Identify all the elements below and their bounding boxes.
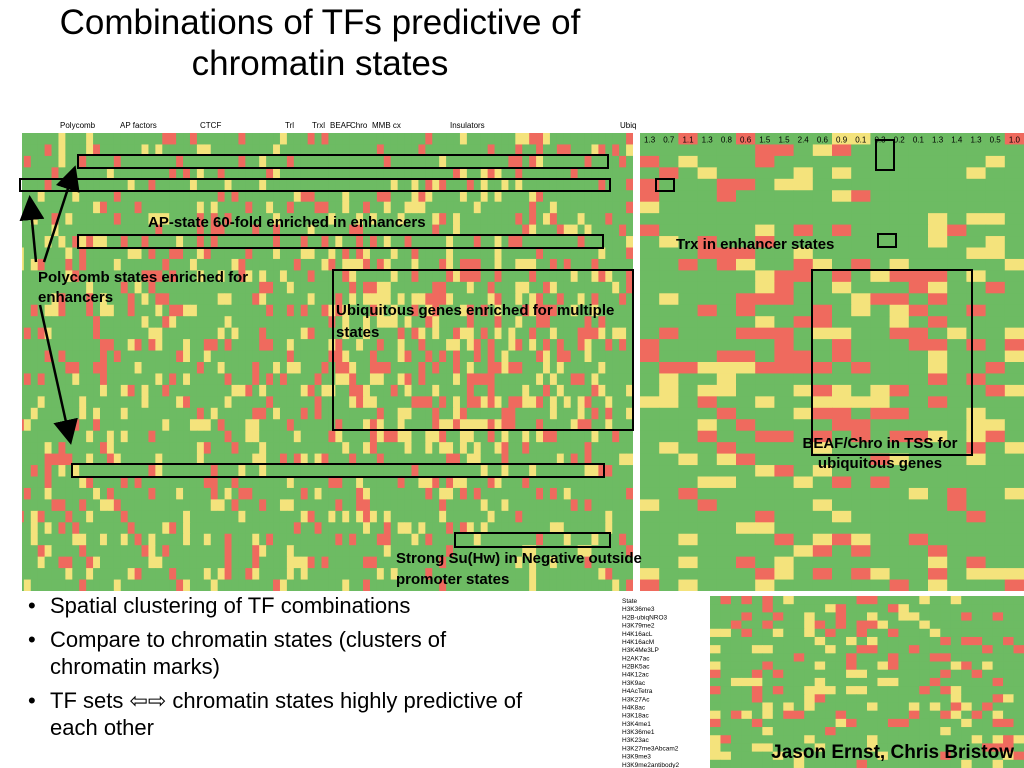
annotation-ap-state: AP-state 60-fold enriched in enhancers [148,214,426,231]
table-cell: 0.6 [740,135,752,144]
table-cell: 1.5 [778,135,790,144]
table-cell: 1.1 [682,135,694,144]
table-cell: 2.4 [798,135,810,144]
mark-label: H4K16acM [622,639,654,646]
table-cell: 1.3 [970,135,982,144]
mark-label: H2B-ubiqNRO3 [622,614,668,621]
annotation-suhw: Strong Su(Hw) in Negative outside promot… [396,550,642,588]
column-labels: Polycomb AP factors CTCF Trl Trxl BEAF Chro MMB… [60,121,636,130]
table-cell: 1.4 [951,135,963,144]
mark-label: H3K4Me3LP [622,647,659,654]
mark-label: H3K27Ac [622,696,650,703]
mark-label: H2AK7ac [622,655,650,662]
annotation-polycomb: Polycomb states enriched for enhancers [38,269,249,306]
bullet-list: • Spatial clustering of TF combinations •… [28,592,548,748]
mark-label: H2BK5ac [622,664,650,671]
table-cell: 1.0 [1009,135,1021,144]
table-cell: 0.7 [663,135,675,144]
box-suhw [454,532,611,548]
table-cell: 0.2 [894,135,906,144]
group-label: CTCF [200,121,221,130]
bullet-item: • Spatial clustering of TF combinations [28,593,411,618]
credit: Jason Ernst, Chris Bristow [771,742,1014,763]
table-cell: 1.3 [644,135,656,144]
group-label: Polycomb [60,121,96,130]
bullet-item: • Compare to chromatin states (clusters o… [28,627,447,679]
chromatin-enrichment-table: 1.3 0.7 1.1 1.3 0.8 0.6 1.5 1.5 2.4 0.6 0.9 0.1 0.3 0… [640,133,1024,591]
mark-label: H3K18ac [622,713,649,720]
annotation-ubiq: Ubiquitous genes enriched for multiple s… [336,302,615,341]
group-label: AP factors [120,121,157,130]
chromatin-mark-heatmap: StateH3K36me3H2B-ubiqNRO3H3K79me2H4K16ac… [620,596,1024,768]
mark-label: H3K9me2antibody2 [622,762,679,768]
slide-title: Combinations of TFs predictive of chroma… [59,3,581,83]
table-cell: 0.6 [817,135,829,144]
annotation-beaf: BEAF/Chro in TSS for ubiquitous genes [802,435,958,472]
mark-label: H3K23ac [622,737,649,744]
table-cell: 1.3 [932,135,944,144]
group-label: Trl [285,121,294,130]
group-label: MMB cx [372,121,401,130]
mark-label: H3K36me3 [622,606,655,613]
table-cell: 0.9 [836,135,848,144]
mark-label: H4K16acL [622,631,653,638]
table-cell: 0.8 [721,135,733,144]
group-label: BEAF [330,121,351,130]
table-cell: 0.1 [855,135,867,144]
box-row-10 [77,234,604,249]
mark-label: H3K36me1 [622,729,655,736]
tf-heatmap [10,133,633,591]
mark-label: H3K27me3Abcam2 [622,745,679,752]
box-row-30 [71,463,605,478]
mark-label: H3K79me2 [622,623,655,630]
mark-label: State [622,598,638,605]
table-cell: 0.1 [913,135,925,144]
annotation-trx: Trx in enhancer states [676,236,835,253]
mark-label: H4K8ac [622,704,646,711]
mark-label: H4AcTetra [622,688,653,695]
mark-label: H3K4me1 [622,721,651,728]
box-row-3 [77,154,609,169]
group-label: Trxl [312,121,325,130]
box-ubiq [332,269,634,431]
box-row-5 [19,178,611,192]
group-label: Insulators [450,121,485,130]
bullet-item: • TF sets ⇦⇨ chromatin states highly pred… [28,688,523,740]
mark-label: H4K12ac [622,672,649,679]
group-label: Ubiq [620,121,636,130]
table-cell: 0.5 [990,135,1002,144]
table-cell: 1.3 [702,135,714,144]
table-cell: 1.5 [759,135,771,144]
mark-label: H3K9me3 [622,754,651,761]
group-label: Chro [350,121,368,130]
mark-label: H3K9ac [622,680,646,687]
